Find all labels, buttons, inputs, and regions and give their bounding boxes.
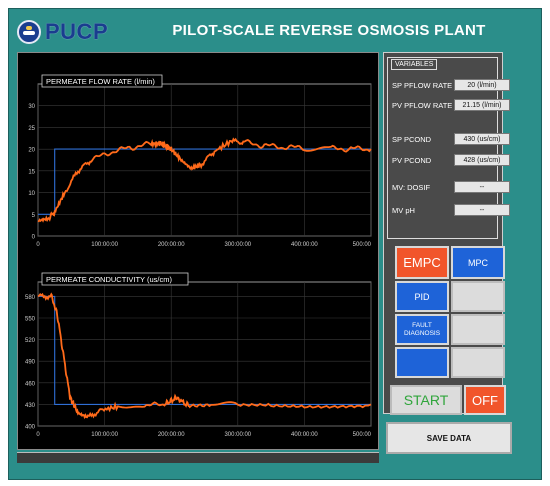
start-button[interactable]: START (390, 385, 462, 415)
y-tick-label: 5 (32, 213, 36, 219)
plot-scrollbar[interactable] (17, 452, 379, 463)
y-tick-label: 400 (25, 425, 36, 431)
empc-button[interactable]: EMPC (395, 246, 449, 279)
chart-title-box (41, 74, 163, 88)
chart-title: PERMEATE FLOW RATE (l/min) (46, 77, 155, 86)
y-tick-label: 10 (28, 191, 35, 197)
label-pv-pflow-rate: PV PFLOW RATE (392, 101, 453, 110)
label-mv-ph: MV pH (392, 206, 415, 215)
y-tick-label: 490 (25, 360, 36, 366)
x-tick-label: 500:00 (353, 242, 372, 248)
plots-svg: 0 5 10 15 20 25 30 0 100:00:00 200:00:00 300:00:00… (25, 74, 372, 438)
x-tick-label: 200:00:00 (158, 242, 185, 248)
university-seal-icon (17, 20, 41, 44)
value-pv-pcond: 428 (us/cm) (454, 154, 510, 166)
setpoint-series-line (38, 295, 371, 405)
x-tick-label: 300:00:00 (224, 432, 251, 438)
y-tick-label: 550 (25, 317, 36, 323)
y-tick-label: 520 (25, 338, 36, 344)
y-tick-label: 460 (25, 381, 36, 387)
page-title: PILOT-SCALE REVERSE OSMOSIS PLANT (172, 22, 486, 39)
value-sp-pcond[interactable]: 430 (us/cm) (454, 133, 510, 145)
x-tick-label: 0 (36, 432, 40, 438)
value-pv-pflow-rate: 21.15 (l/min) (454, 99, 510, 111)
value-sp-pflow-rate[interactable]: 20 (l/min) (454, 79, 510, 91)
mpc-button[interactable]: MPC (451, 246, 505, 279)
conductivity-chart: 400 430 460 490 520 550 580 0 100:00:00 200:00:00… (25, 272, 372, 438)
x-tick-label: 400:00:00 (291, 242, 318, 248)
label-mv-dosif: MV: DOSIF (392, 183, 431, 192)
x-tick-label: 100:00:00 (91, 242, 118, 248)
measured-series-line (37, 137, 372, 223)
y-tick-label: 0 (32, 235, 36, 241)
x-tick-label: 400:00:00 (291, 432, 318, 438)
empty-button-2[interactable] (451, 314, 505, 345)
measured-series-line (37, 292, 372, 420)
logo-text: PUCP (45, 19, 109, 44)
y-tick-label: 20 (28, 148, 35, 154)
chart-title: PERMEATE CONDUCTIVITY (us/cm) (46, 275, 172, 284)
x-tick-label: 0 (36, 242, 40, 248)
empty-button-3[interactable] (451, 347, 505, 378)
pucp-logo: PUCP (17, 19, 135, 45)
pid-button[interactable]: PID (395, 281, 449, 312)
x-tick-label: 200:00:00 (158, 432, 185, 438)
y-tick-label: 25 (28, 126, 35, 132)
y-tick-label: 15 (28, 169, 35, 175)
empty-blue-button[interactable] (395, 347, 449, 378)
chart-title-box (41, 272, 189, 286)
off-button[interactable]: OFF (464, 385, 506, 415)
variables-title: VARIABLES (391, 59, 438, 70)
value-mv-dosif: -- (454, 181, 510, 193)
setpoint-series-line (38, 148, 371, 215)
flow-rate-chart: 0 5 10 15 20 25 30 0 100:00:00 200:00:00 300:00:00… (28, 74, 372, 248)
label-pv-pcond: PV PCOND (392, 156, 432, 165)
header: PUCP PILOT-SCALE REVERSE OSMOSIS PLANT (9, 9, 541, 55)
value-mv-ph: -- (454, 204, 510, 216)
label-sp-pflow-rate: SP PFLOW RATE (392, 81, 453, 90)
variables-box (387, 57, 498, 239)
x-tick-label: 300:00:00 (224, 242, 251, 248)
y-tick-label: 30 (28, 104, 35, 110)
save-data-button[interactable]: SAVE DATA (386, 422, 512, 454)
fault-diagnosis-button[interactable]: FAULT DIAGNOSIS (395, 314, 449, 345)
y-tick-label: 580 (25, 295, 36, 301)
x-tick-label: 100:00:00 (91, 432, 118, 438)
plots-panel: 0 5 10 15 20 25 30 0 100:00:00 200:00:00 300:00:00… (17, 52, 379, 450)
label-sp-pcond: SP PCOND (392, 135, 432, 144)
x-tick-label: 500:00 (353, 432, 372, 438)
empty-button-1[interactable] (451, 281, 505, 312)
y-tick-label: 430 (25, 403, 36, 409)
